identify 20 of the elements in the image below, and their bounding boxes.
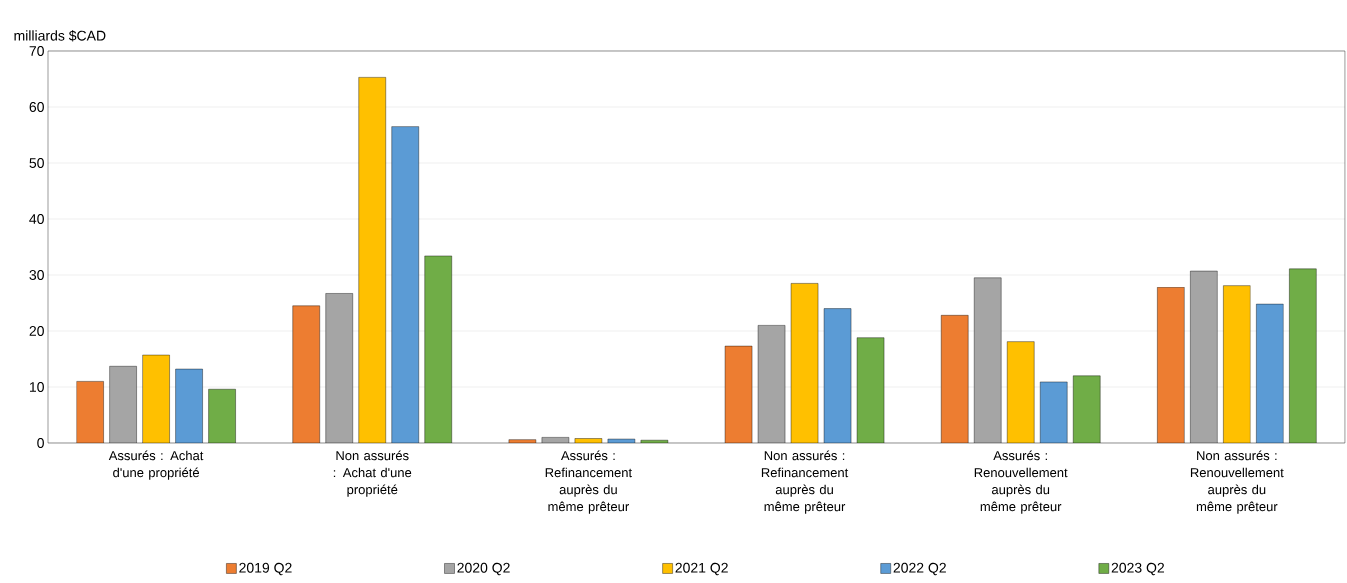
- legend-label: 2019 Q2: [239, 562, 292, 576]
- x-tick-label: Assurés : Achat d'une propriété: [108, 450, 204, 480]
- x-tick-label: Non assurés : Renouvellement auprès du même prêteur: [1190, 450, 1284, 514]
- legend-label: 2021 Q2: [675, 562, 728, 576]
- x-tick-label: Assurés : Refinancement auprès du même prêteur: [545, 450, 632, 514]
- y-tick-label: 70: [29, 46, 44, 56]
- y-tick-label: 60: [29, 102, 44, 112]
- y-tick-label: 30: [29, 270, 44, 280]
- x-tick-label: Assurés : Renouvellement auprès du même prêteur: [974, 450, 1068, 514]
- legend-label: 2023 Q2: [1111, 562, 1165, 576]
- x-tick-label: Non assurés : Refinancement auprès du même prêteur: [761, 450, 849, 514]
- y-tick-label: 0: [37, 438, 44, 448]
- legend-label: 2020 Q2: [457, 562, 510, 576]
- y-tick-label: 50: [29, 158, 44, 168]
- x-tick-label: Non assurés : Achat d'une propriété: [333, 450, 412, 497]
- y-tick-label: 20: [29, 326, 44, 336]
- y-tick-label: 40: [29, 214, 44, 224]
- legend-label: 2022 Q2: [893, 562, 946, 576]
- y-tick-label: 10: [29, 382, 44, 392]
- y-axis-title: milliards $CAD: [14, 30, 106, 42]
